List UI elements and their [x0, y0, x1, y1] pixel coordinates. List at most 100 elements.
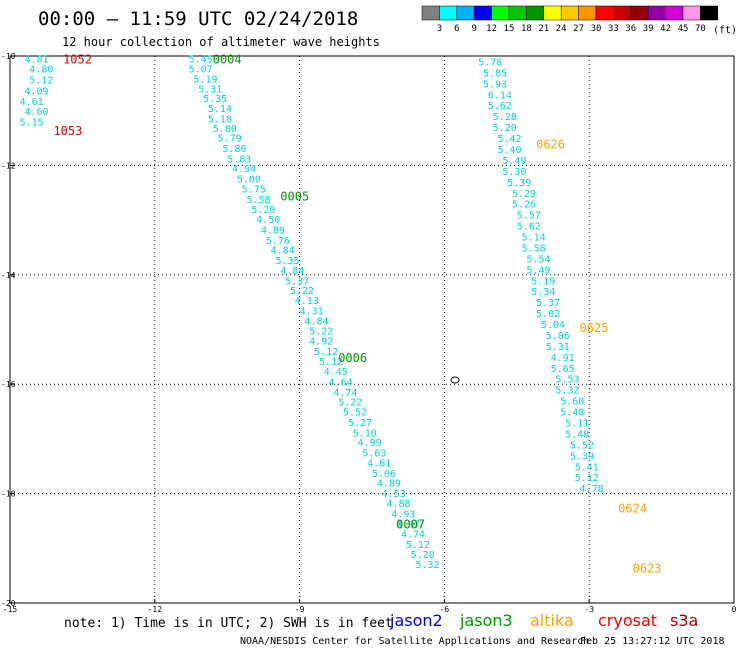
- wave-height-value: 5.54: [526, 254, 550, 265]
- wave-height-value: 5.49: [526, 265, 550, 276]
- wave-height-value: 5.53: [555, 375, 579, 386]
- wave-height-value: 5.52: [343, 408, 367, 419]
- wave-height-value: 4.61: [20, 97, 44, 108]
- x-tick-label: -6: [440, 605, 450, 614]
- wave-height-value: 5.15: [20, 118, 44, 129]
- colorbar-swatch: [439, 5, 458, 21]
- wave-height-value: 5.83: [227, 154, 251, 165]
- colorbar-swatch: [613, 5, 632, 21]
- wave-height-value: 5.85: [483, 68, 507, 79]
- map-subtitle: 12 hour collection of altimeter wave hei…: [62, 35, 380, 49]
- colorbar-label: 39: [643, 24, 654, 34]
- wave-height-value: 6.14: [488, 90, 512, 101]
- wave-height-value: 5.52: [570, 440, 594, 451]
- wave-height-value: 5.07: [189, 65, 213, 76]
- wave-height-value: 4.45: [324, 367, 348, 378]
- pass-number-label: 0623: [633, 561, 662, 575]
- wave-height-value: 5.02: [536, 309, 560, 320]
- colorbar-label: 12: [486, 24, 497, 34]
- wave-height-value: 5.12: [314, 347, 338, 358]
- colorbar-swatch: [682, 5, 701, 21]
- wave-height-value: 4.92: [309, 336, 333, 347]
- wave-height-value: 5.32: [555, 386, 579, 397]
- colorbar-label: 9: [471, 24, 476, 34]
- footer-timestamp: Feb 25 13:27:12 UTC 2018: [580, 636, 725, 647]
- colorbar-swatch: [421, 5, 440, 21]
- track-1: 4.814.805.124.094.614.605.15 1052 1053: [20, 53, 92, 138]
- wave-height-value: 5.76: [266, 236, 290, 247]
- colorbar-unit: (ft): [713, 25, 737, 36]
- wave-height-value: 5.31: [546, 342, 570, 353]
- colorbar-label: 45: [678, 24, 689, 34]
- wave-height-value: 5.06: [546, 331, 570, 342]
- wave-height-value: 4.74: [401, 530, 425, 541]
- wave-height-value: 5.49: [502, 156, 526, 167]
- colorbar-label: 30: [591, 24, 602, 34]
- colorbar-swatch: [491, 5, 510, 21]
- colorbar-label: 15: [504, 24, 515, 34]
- pass-number-label: 0006: [338, 351, 367, 365]
- satellite-legend: jason2 jason3 altika cryosat s3a: [389, 611, 698, 630]
- pass-number-label: 0624: [618, 501, 647, 515]
- wave-height-value: 4.13: [295, 296, 319, 307]
- pass-number-label: 1052: [63, 53, 92, 67]
- colorbar-swatch: [508, 5, 527, 21]
- wave-height-value: 5.00: [237, 175, 261, 186]
- wave-height-value: 4.99: [358, 438, 382, 449]
- wave-height-value: 5.32: [415, 560, 439, 571]
- wave-height-value: 5.35: [203, 94, 227, 105]
- wave-height-value: 5.78: [478, 57, 502, 68]
- wave-height-value: 4.89: [261, 225, 285, 236]
- colorbar-label: 3: [437, 24, 442, 34]
- wave-height-value: 5.22: [290, 286, 314, 297]
- wave-height-value: 5.35: [275, 256, 299, 267]
- wave-height-value: 5.45: [189, 55, 213, 66]
- wave-height-value: 4.61: [367, 458, 391, 469]
- pass-number-label: 0626: [536, 138, 565, 152]
- axis-ticks: -15 -12 -9 -6 -3 0 -10 -12 -14 -16 -18 -20: [1, 52, 737, 614]
- wave-height-value: 5.10: [353, 428, 377, 439]
- wave-height-value: 4.84: [271, 246, 295, 257]
- wave-height-value: 5.65: [551, 364, 575, 375]
- wave-height-value: 4.78: [580, 484, 604, 495]
- wave-height-value: 5.48: [560, 408, 584, 419]
- wave-height-value: 5.14: [208, 104, 232, 115]
- wave-height-value: 4.84: [280, 266, 304, 277]
- wave-height-value: 5.12: [406, 540, 430, 551]
- colorbar-swatch: [578, 5, 597, 21]
- x-tick-label: -12: [148, 605, 163, 614]
- wave-height-value: 5.18: [208, 114, 232, 125]
- wave-height-value: 4.80: [29, 65, 53, 76]
- wave-height-value: 5.11: [565, 418, 589, 429]
- wave-height-value: 5.22: [309, 327, 333, 338]
- colorbar-label: 18: [521, 24, 532, 34]
- colorbar-swatch: [647, 5, 666, 21]
- colorbar-label: 21: [538, 24, 549, 34]
- colorbar-label: 33: [608, 24, 619, 34]
- x-tick-label: -3: [584, 605, 594, 614]
- wave-height-value: 5.19: [531, 276, 555, 287]
- wave-height-value: 5.37: [536, 298, 560, 309]
- y-tick-label: -20: [1, 599, 16, 608]
- y-tick-label: -16: [1, 380, 16, 389]
- wave-height-value: 5.20: [493, 123, 517, 134]
- wave-height-value: 5.39: [507, 178, 531, 189]
- wave-height-value: 5.62: [517, 222, 541, 233]
- x-tick-label: -15: [3, 605, 18, 614]
- wave-height-value: 5.41: [575, 462, 599, 473]
- wave-height-value: 5.93: [483, 79, 507, 90]
- colorbar-label: 36: [625, 24, 636, 34]
- wave-height-value: 5.48: [565, 429, 589, 440]
- colorbar-label: 24: [556, 24, 567, 34]
- wave-height-value: 5.19: [193, 74, 217, 85]
- colorbar-label: 70: [695, 24, 706, 34]
- map-frame: [9, 55, 735, 604]
- wave-height-value: 5.60: [560, 397, 584, 408]
- colorbar-swatch: [700, 5, 719, 21]
- wave-height-value: 4.74: [333, 388, 357, 399]
- wave-height-value: 5.27: [348, 418, 372, 429]
- footer-credit: NOAA/NESDIS Center for Satellite Applica…: [240, 636, 589, 647]
- altimeter-tracks: 4.814.805.124.094.614.605.15105210535.45…: [20, 53, 662, 576]
- x-tick-label: -9: [295, 605, 305, 614]
